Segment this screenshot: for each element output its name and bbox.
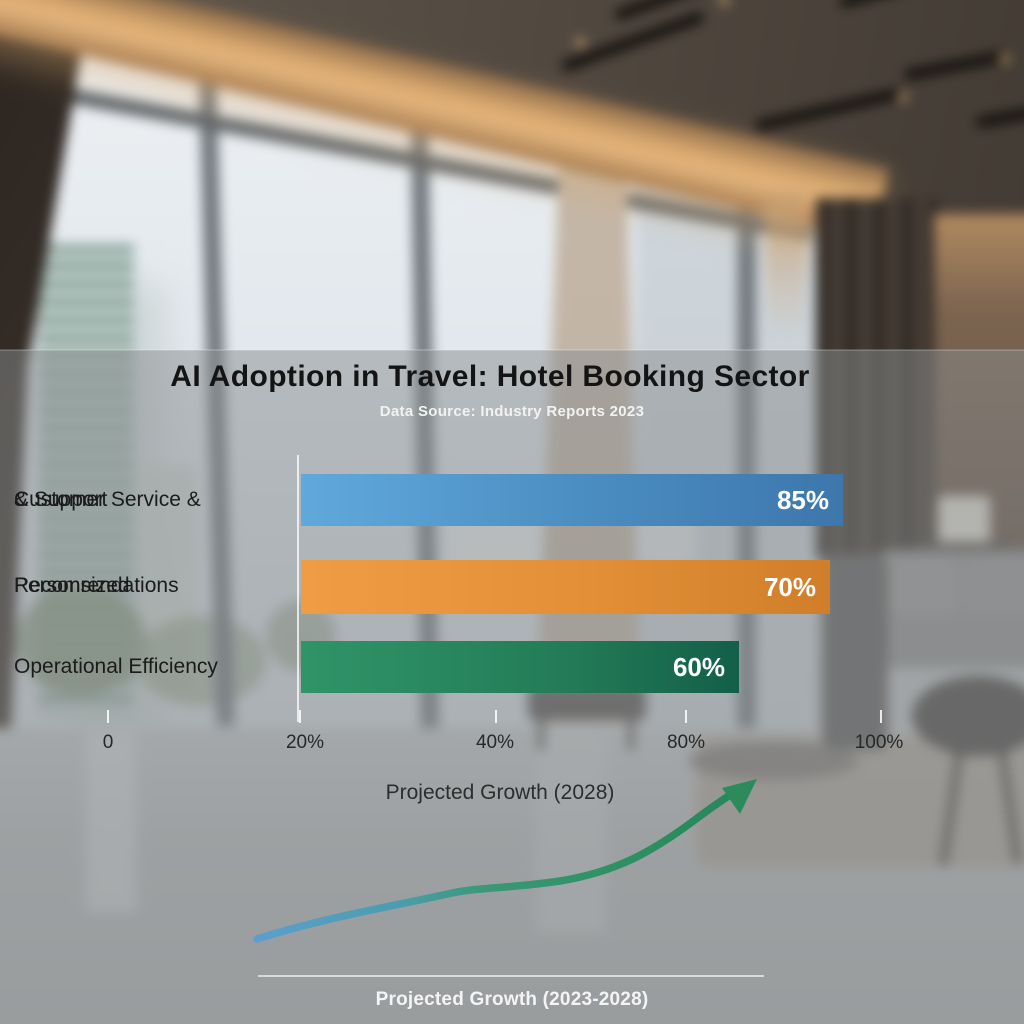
chart-title: AI Adoption in Travel: Hotel Booking Sec… [170,360,810,393]
bar-customer-service: 85% [301,474,843,526]
ceiling-spot-light [720,0,729,5]
category-label-line: & Support [14,487,108,511]
category-label: Operational Efficiency [14,640,286,694]
bar-value-label: 60% [672,651,725,682]
overlay-top-edge [0,349,1024,351]
wall-glow-strip [766,191,806,341]
x-axis-tick [495,710,497,723]
bar-value-label: 85% [776,484,829,515]
x-axis-tick [107,710,109,723]
ceiling-spot-light [898,92,907,101]
category-label-line: Personsized [14,574,130,597]
x-axis-tick [299,710,301,723]
x-tick-label: 20% [285,732,325,753]
growth-caption: Projected Growth (2023-2028) [375,989,649,1010]
category-label: Personsized Recomrendations [14,558,286,614]
x-axis-tick [880,710,882,723]
x-tick-label: 0 [102,732,114,753]
x-tick-label: 100% [854,732,904,753]
ceiling-spot-light [576,38,585,47]
x-tick-label: 80% [666,732,706,753]
bar-personalized-recommendations: 70% [301,560,830,614]
bar-operational-efficiency: 60% [301,641,739,693]
bar-value-label: 70% [763,571,816,602]
x-tick-label: 40% [475,732,515,753]
category-label-line: Customer Service & [14,487,201,511]
ceiling-spot-light [1000,54,1009,63]
y-axis-line [297,455,299,722]
growth-title: Projected Growth (2028) [385,781,615,804]
chart-subtitle: Data Source: Industry Reports 2023 [379,403,645,420]
footer-divider-line [258,975,764,977]
x-axis-tick [685,710,687,723]
category-label-line: Recomrendations [14,574,179,597]
category-label-line: Operational Efficiency [14,655,218,678]
category-label: Customer Service & & Support [14,472,286,527]
